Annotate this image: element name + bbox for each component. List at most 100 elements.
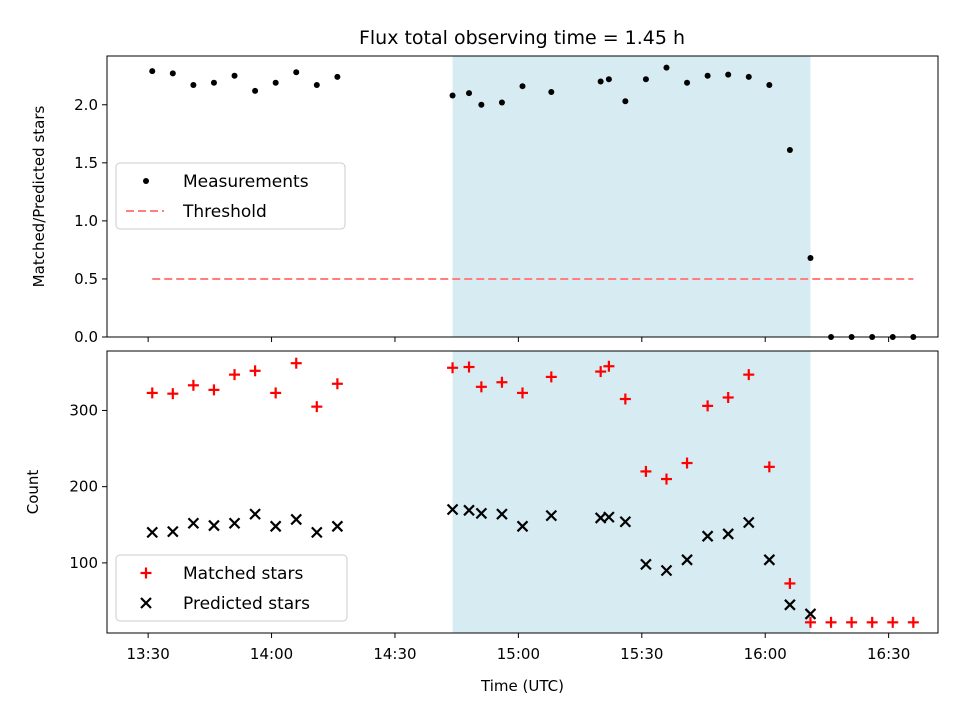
data-point [311, 526, 323, 539]
legend-swatch [140, 567, 152, 579]
count-x-axis-label: Time (UTC) [480, 677, 564, 695]
data-point [725, 71, 732, 78]
data-point [167, 525, 179, 538]
data-point [681, 554, 693, 566]
data-point [229, 369, 241, 381]
data-point [722, 391, 734, 403]
data-point [684, 79, 691, 86]
y-tick-label: 300 [69, 401, 98, 419]
count-panel-span [452, 351, 811, 633]
ratio-panel-span [452, 56, 811, 337]
data-point [146, 387, 158, 399]
data-point [804, 616, 816, 628]
data-point [466, 90, 473, 97]
data-point [784, 599, 796, 611]
data-point [149, 68, 156, 75]
data-point [619, 393, 631, 405]
data-point [642, 76, 649, 83]
data-point [187, 379, 199, 391]
legend-swatch [143, 178, 149, 184]
y-tick-label: 2.0 [74, 96, 98, 114]
data-point [681, 457, 693, 469]
data-point [784, 577, 796, 589]
count-y-axis: 100 200 300 [69, 401, 107, 572]
count-legend: Matched stars Predicted stars [115, 554, 348, 622]
data-point [334, 73, 341, 80]
data-point [272, 79, 279, 86]
data-point [270, 387, 282, 399]
data-point [463, 361, 475, 373]
data-point [807, 255, 814, 262]
data-point [887, 616, 899, 628]
legend-label: Predicted stars [183, 594, 310, 614]
data-point [190, 82, 197, 89]
data-point [447, 362, 459, 374]
data-point [167, 388, 179, 400]
data-point [517, 387, 528, 399]
data-point [210, 79, 217, 86]
data-point [293, 69, 300, 76]
x-tick-label: 16:00 [744, 645, 787, 663]
data-point [313, 82, 320, 89]
data-point [660, 473, 672, 485]
count-x-axis: 13:30 14:00 14:30 15:00 15:30 16:00 16:30 [127, 633, 910, 663]
y-tick-label: 0.5 [74, 270, 98, 288]
data-point [622, 98, 629, 105]
data-point [763, 461, 775, 473]
count-y-axis-label: Count [24, 470, 42, 515]
data-point [702, 400, 714, 412]
count-marks [146, 357, 919, 628]
data-point [640, 558, 652, 571]
data-point [475, 507, 488, 520]
data-point [228, 517, 241, 530]
data-point [187, 517, 200, 530]
x-tick-label: 13:30 [127, 645, 170, 663]
y-tick-label: 0.0 [74, 328, 98, 346]
count-panel: 100 200 300 13:30 14:00 14:30 15:00 15:30 16:00… [24, 350, 939, 695]
legend-box [115, 162, 346, 230]
data-point [825, 616, 837, 628]
y-tick-label: 1.5 [74, 154, 98, 172]
data-point [597, 78, 604, 85]
data-point [595, 366, 607, 378]
data-point [449, 92, 456, 99]
data-point [804, 608, 817, 620]
data-point [169, 70, 176, 77]
data-point [496, 508, 508, 520]
data-point [605, 76, 612, 83]
data-point [722, 528, 734, 540]
data-point [290, 513, 303, 526]
data-point [866, 616, 878, 628]
data-point [603, 360, 615, 372]
data-point [603, 511, 615, 523]
data-point [146, 526, 159, 539]
data-point [548, 88, 555, 95]
data-point [704, 72, 711, 79]
ratio-y-axis-label: Matched/Predicted stars [30, 106, 48, 288]
data-point [331, 378, 343, 390]
data-point [446, 503, 459, 516]
count-panel-frame [106, 350, 939, 634]
data-point [766, 82, 773, 89]
data-point [516, 520, 529, 533]
figure-title: Flux total observing time = 1.45 h [359, 27, 685, 49]
data-point [290, 357, 302, 369]
ratio-x-axis [147, 337, 890, 342]
data-point [496, 376, 508, 388]
data-point [463, 504, 475, 517]
y-tick-label: 100 [69, 554, 98, 572]
y-tick-label: 200 [69, 478, 98, 496]
data-point [331, 520, 344, 533]
data-point [249, 365, 261, 377]
x-tick-label: 16:30 [867, 645, 910, 663]
ratio-legend: Measurements Threshold [115, 162, 346, 230]
data-point [786, 147, 793, 154]
data-point [478, 101, 485, 108]
data-point [846, 616, 858, 628]
x-tick-label: 14:00 [250, 645, 293, 663]
data-point [907, 616, 919, 628]
data-point [763, 554, 776, 566]
data-point [475, 381, 487, 393]
data-point [519, 83, 526, 90]
